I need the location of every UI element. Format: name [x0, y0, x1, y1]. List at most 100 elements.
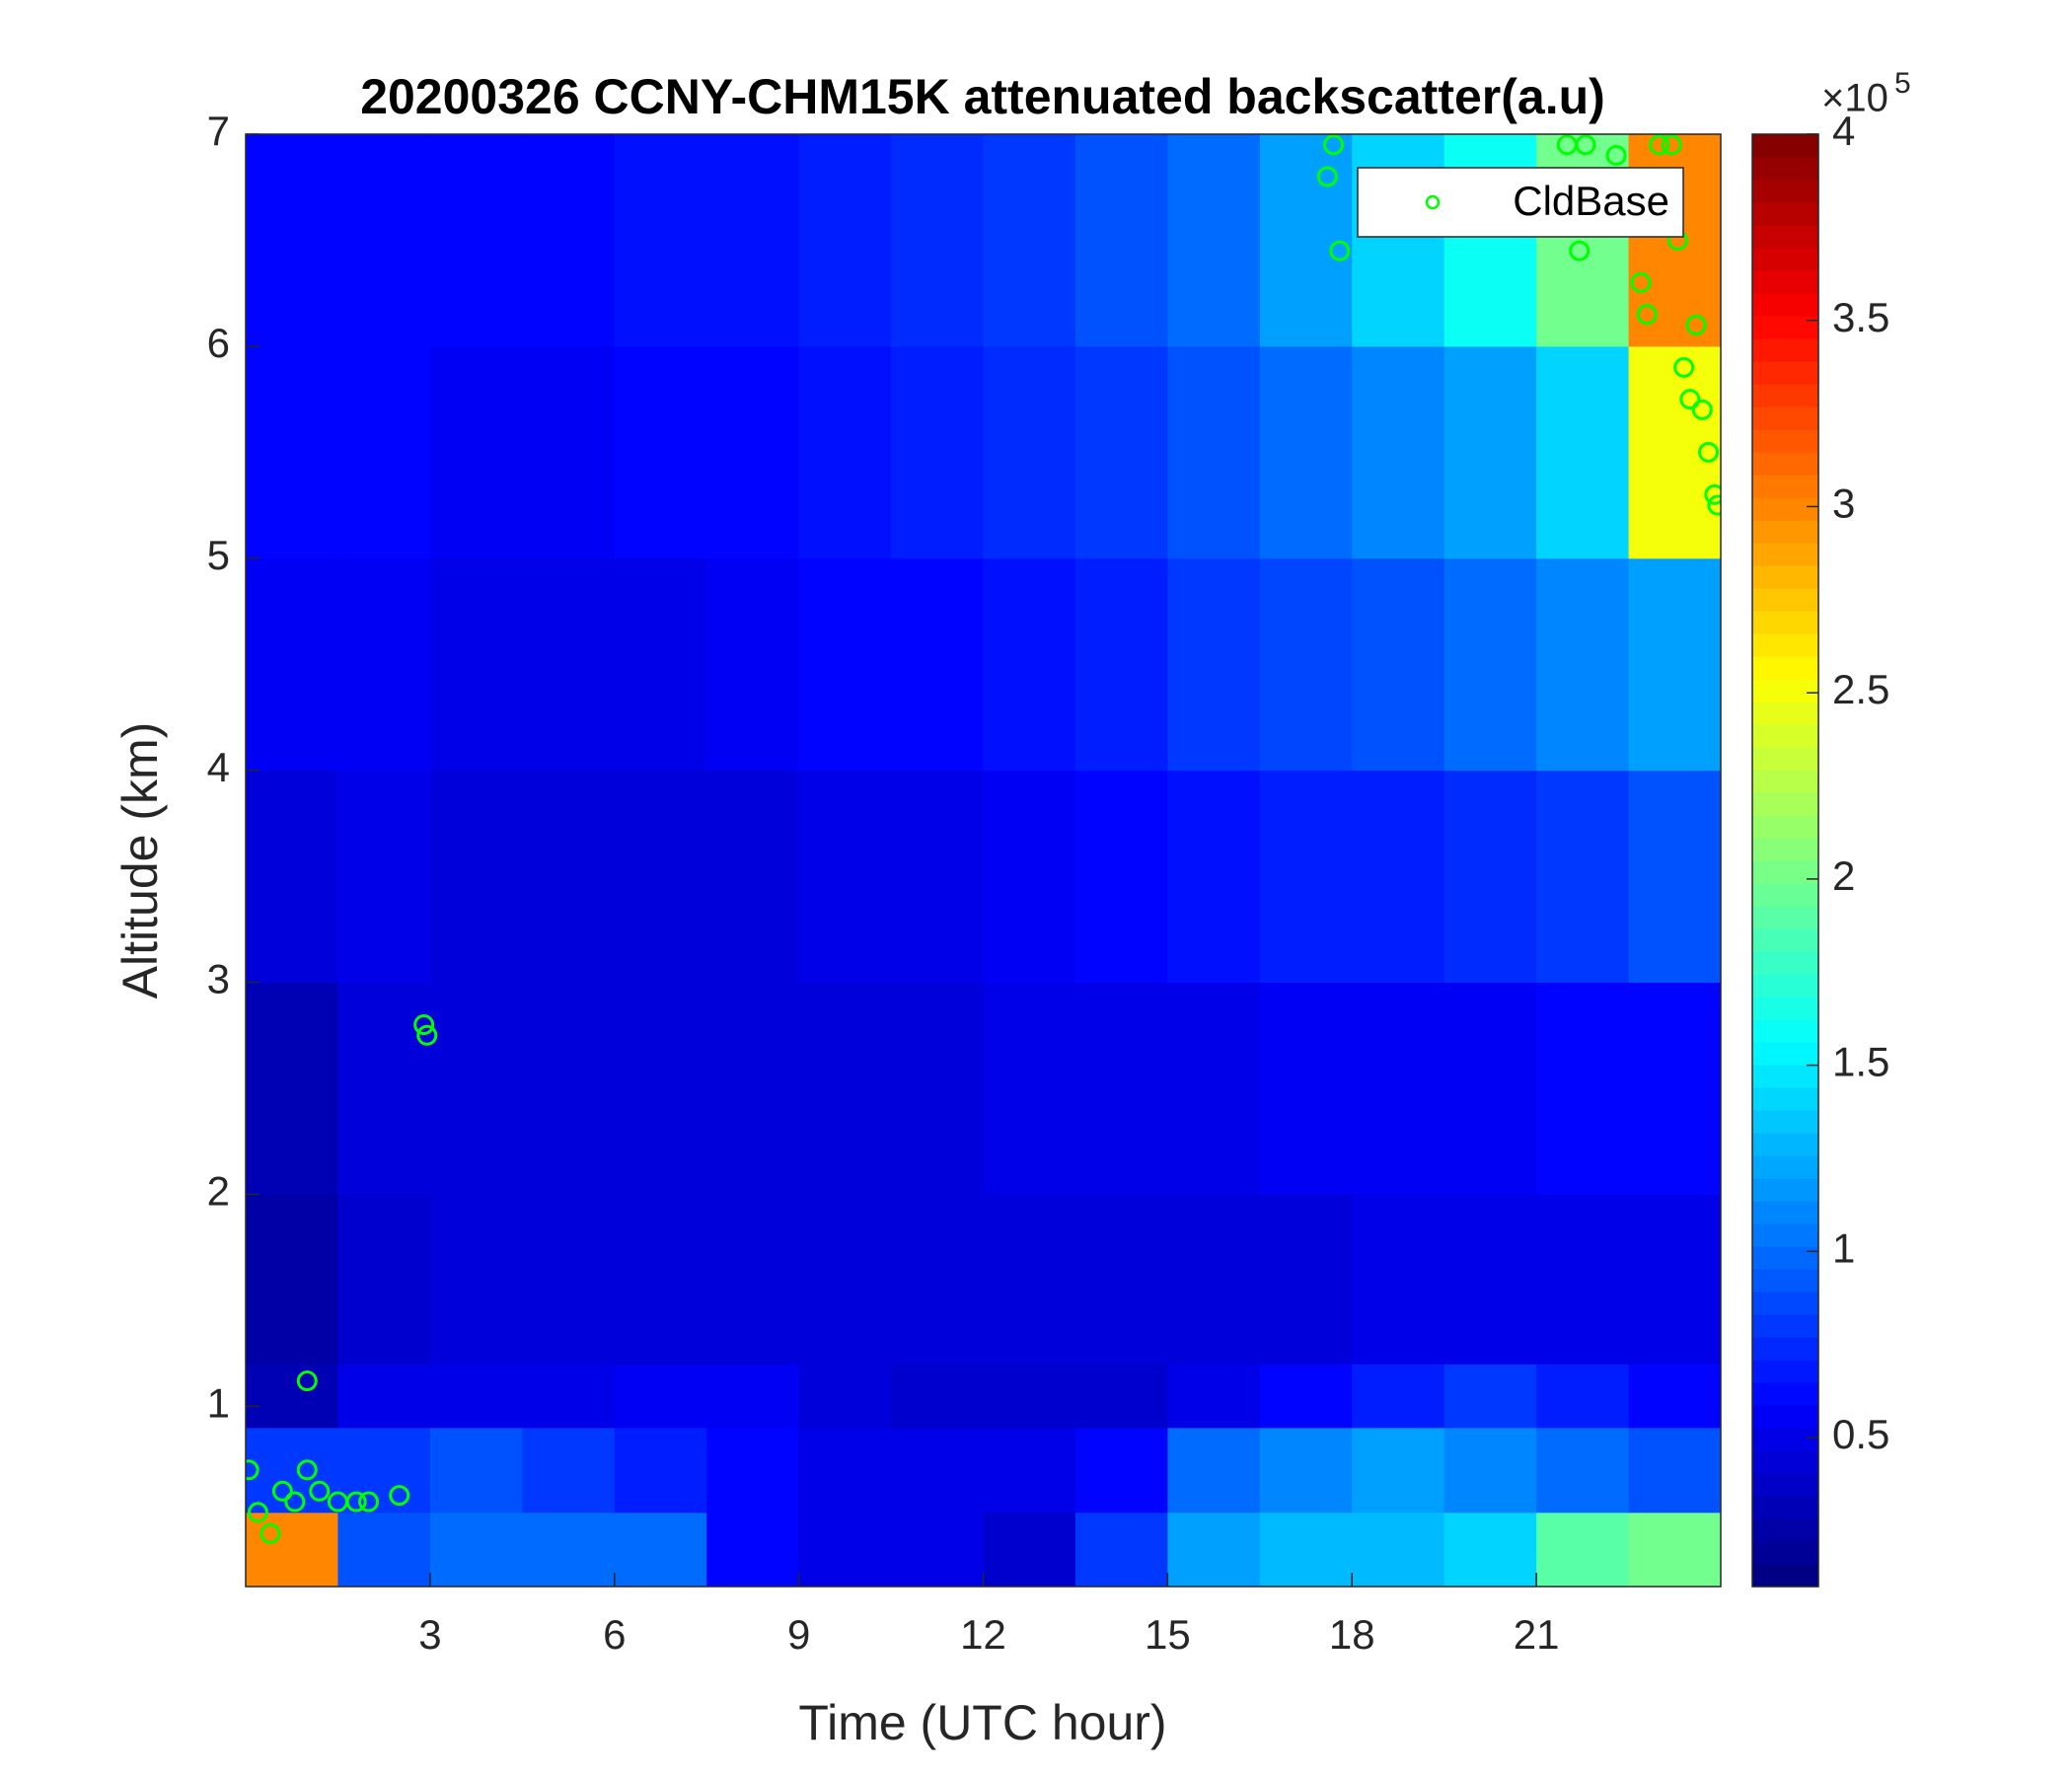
colorbar-step — [1752, 1269, 1818, 1293]
colorbar-step — [1752, 1178, 1818, 1202]
cloud-base-point — [259, 1522, 281, 1544]
colorbar-step — [1752, 724, 1818, 748]
cloud-base-point — [284, 1491, 306, 1513]
colorbar-step — [1752, 225, 1818, 249]
colorbar-step — [1752, 951, 1818, 975]
cloud-base-point — [247, 1502, 268, 1523]
colorbar-step — [1752, 679, 1818, 703]
heatmap-cell — [706, 1427, 800, 1514]
x-tick-label: 12 — [960, 1611, 1006, 1658]
heatmap-cell — [429, 1364, 523, 1429]
colorbar-frame — [1751, 133, 1819, 1588]
heatmap-cell — [614, 770, 707, 984]
heatmap-cell — [337, 1364, 431, 1429]
legend-label: CldBase — [1513, 178, 1669, 224]
heatmap-cell — [798, 1427, 892, 1514]
colorbar-step — [1752, 270, 1818, 294]
heatmap-cell — [983, 1427, 1076, 1514]
colorbar-step — [1752, 565, 1818, 589]
colorbar-step — [1752, 928, 1818, 952]
cloud-base-point — [1636, 304, 1658, 326]
colorbar-step — [1752, 997, 1818, 1020]
heatmap-cell — [1167, 134, 1261, 347]
y-axis-label: Altitude (km) — [112, 722, 168, 999]
heatmap-cell — [1628, 345, 1721, 559]
colorbar-step — [1752, 747, 1818, 771]
heatmap-cell — [1536, 1194, 1630, 1365]
colorbar-exponent-base: ×10 — [1821, 77, 1888, 120]
heatmap-cell — [1074, 1194, 1168, 1365]
colorbar-step — [1752, 770, 1818, 793]
heatmap-cell — [614, 1512, 707, 1587]
x-tick-label: 15 — [1145, 1611, 1191, 1658]
heatmap-cell — [983, 770, 1076, 984]
legend-marker — [1425, 194, 1441, 210]
heatmap-cell — [246, 1512, 338, 1587]
colorbar-step — [1752, 543, 1818, 566]
colorbar-step — [1752, 316, 1818, 339]
colorbar-step — [1752, 1133, 1818, 1156]
colorbar-step — [1752, 1473, 1818, 1497]
cloud-base-point — [1630, 271, 1652, 293]
cloud-base-point — [1575, 134, 1596, 156]
heatmap-cell — [1259, 345, 1353, 559]
heatmap-cell — [522, 1427, 616, 1514]
heatmap-cell — [798, 1364, 892, 1429]
heatmap-cell — [522, 557, 616, 772]
colorbar-step — [1752, 1087, 1818, 1111]
heatmap-cell — [983, 1512, 1076, 1587]
heatmap-cell — [337, 134, 431, 347]
colorbar-step — [1752, 1110, 1818, 1134]
heatmap-cell — [1443, 134, 1537, 347]
heatmap-cell — [1259, 1194, 1353, 1365]
x-tick-label: 9 — [787, 1611, 810, 1658]
heatmap-cell — [337, 1427, 431, 1514]
heatmap-cell — [522, 982, 616, 1195]
heatmap-cell — [1074, 1427, 1168, 1514]
colorbar-step — [1752, 407, 1818, 430]
heatmap-cell — [522, 134, 616, 347]
heatmap-cell — [1536, 1364, 1630, 1429]
colorbar-step — [1752, 1518, 1818, 1542]
colorbar-tick-label: 4 — [1832, 108, 1855, 154]
heatmap-cell — [1259, 1364, 1353, 1429]
heatmap-cell — [1443, 1194, 1537, 1365]
cloud-base-point — [1316, 166, 1338, 187]
heatmap-cell — [798, 770, 892, 984]
colorbar-step — [1752, 883, 1818, 907]
heatmap-cell — [798, 1512, 892, 1587]
heatmap-cell — [1259, 557, 1353, 772]
heatmap-cell — [429, 557, 523, 772]
colorbar-step — [1752, 157, 1818, 181]
heatmap-cell — [1536, 982, 1630, 1195]
heatmap-cell — [706, 1512, 800, 1587]
colorbar-tick-label: 3 — [1832, 481, 1855, 527]
heatmap-cell — [706, 982, 800, 1195]
heatmap-cell — [1536, 1512, 1630, 1587]
heatmap-cell — [1352, 770, 1445, 984]
cloud-base-point — [1605, 144, 1627, 166]
heatmap-cell — [1628, 1364, 1721, 1429]
heatmap-cell — [1352, 1194, 1445, 1365]
cloud-base-point — [345, 1491, 367, 1513]
colorbar-step — [1752, 1405, 1818, 1429]
heatmap-cell — [337, 1512, 431, 1587]
heatmap-cell — [1628, 1194, 1721, 1365]
colorbar-step — [1752, 1292, 1818, 1315]
heatmap-cell — [706, 770, 800, 984]
colorbar-step — [1752, 202, 1818, 226]
heatmap-cell — [1443, 1427, 1537, 1514]
colorbar-step — [1752, 815, 1818, 839]
heatmap-cell — [522, 770, 616, 984]
heatmap-cell — [1352, 1512, 1445, 1587]
y-tick-label: 2 — [207, 1168, 230, 1215]
heatmap-cell — [891, 1364, 984, 1429]
heatmap-cell — [246, 982, 338, 1195]
heatmap-cell — [1628, 770, 1721, 984]
heatmap-cell — [1167, 1194, 1261, 1365]
colorbar-step — [1752, 520, 1818, 544]
colorbar-step — [1752, 1382, 1818, 1406]
heatmap-cell — [429, 345, 523, 559]
heatmap-cell — [246, 134, 338, 347]
